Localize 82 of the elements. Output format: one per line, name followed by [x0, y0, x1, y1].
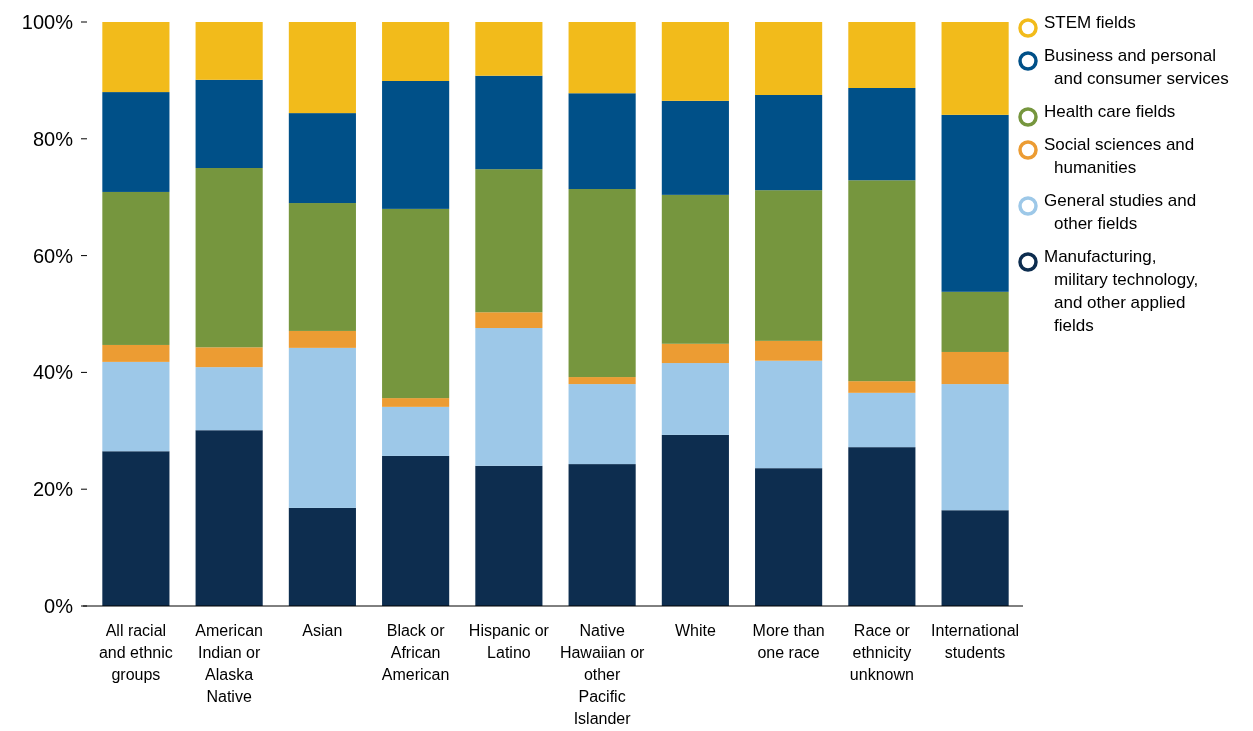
x-tick-label: International students [931, 622, 1020, 661]
bar [941, 384, 1009, 511]
y-tick-label: 80% [32, 127, 74, 150]
bar [941, 22, 1009, 115]
bar [475, 465, 543, 606]
bar [755, 22, 823, 95]
x-tick-label: Native Hawaiian or other Pacific Islander [559, 622, 646, 727]
bar [568, 93, 636, 190]
bar [382, 22, 450, 81]
legend-label: Social sciences and humanities [1044, 135, 1195, 177]
x-tick-label: Hispanic or Latino [468, 622, 550, 661]
bar [941, 351, 1009, 385]
y-tick-label: 60% [32, 244, 74, 267]
bar [288, 330, 356, 348]
bar [102, 92, 170, 192]
bar [102, 344, 170, 362]
bar [755, 340, 823, 361]
bar [102, 22, 170, 93]
bar [195, 79, 263, 168]
bar [288, 22, 356, 114]
bar [382, 80, 450, 209]
bar [661, 343, 729, 364]
bar [288, 113, 356, 204]
bar [848, 381, 916, 393]
bar [195, 430, 263, 606]
y-tick-label: 100% [21, 11, 74, 33]
bar [568, 464, 636, 606]
bar [382, 398, 450, 407]
bar [568, 377, 636, 385]
bar [102, 451, 170, 606]
bar [475, 75, 543, 170]
bar [755, 468, 823, 606]
x-tick-label: All racial and ethnic groups [98, 622, 173, 683]
bar [661, 363, 729, 435]
legend-label: Manufacturing, military technology, and other applied fields [1044, 247, 1199, 335]
y-tick-label: 20% [32, 478, 74, 501]
x-tick-label: More than one race [752, 622, 825, 661]
bar [195, 367, 263, 431]
bar [475, 312, 543, 329]
bar [568, 189, 636, 378]
bar [568, 384, 636, 465]
legend-label: Health care fields [1044, 102, 1176, 121]
bar [848, 447, 916, 606]
bar [102, 361, 170, 452]
bar [475, 169, 543, 313]
bar [195, 168, 263, 348]
bar [848, 180, 916, 382]
y-tick-label: 0% [44, 595, 74, 617]
bar [848, 392, 916, 448]
bar [755, 190, 823, 341]
bar [288, 203, 356, 331]
bar [568, 22, 636, 94]
bar [755, 95, 823, 191]
bar [102, 191, 170, 345]
x-tick-label: Asian [302, 622, 343, 639]
bar [661, 100, 729, 195]
bar [288, 347, 356, 508]
y-tick-label: 40% [32, 361, 74, 384]
bar [661, 434, 729, 606]
bar [382, 455, 450, 606]
x-tick-label: White [674, 622, 716, 639]
bar [382, 406, 450, 456]
bar [848, 87, 916, 181]
legend-label: Business and personal and consumer services [1044, 46, 1229, 88]
bar [195, 22, 263, 80]
bar [941, 291, 1009, 352]
bar [941, 114, 1009, 292]
bar [475, 328, 543, 466]
bar [475, 22, 543, 76]
bar [848, 22, 916, 88]
bar [941, 510, 1009, 606]
bar [755, 360, 823, 469]
x-tick-label: American Indian or Alaska Native [195, 622, 263, 705]
bar [382, 208, 450, 399]
legend-label: General studies and other fields [1044, 191, 1197, 233]
bar [195, 347, 263, 368]
bar [288, 507, 356, 606]
x-tick-label: Black or African American [381, 622, 450, 683]
x-tick-label: Race or ethnicity unknown [849, 622, 914, 683]
bar [661, 194, 729, 344]
legend-label: STEM fields [1044, 13, 1136, 32]
bar [661, 22, 729, 101]
